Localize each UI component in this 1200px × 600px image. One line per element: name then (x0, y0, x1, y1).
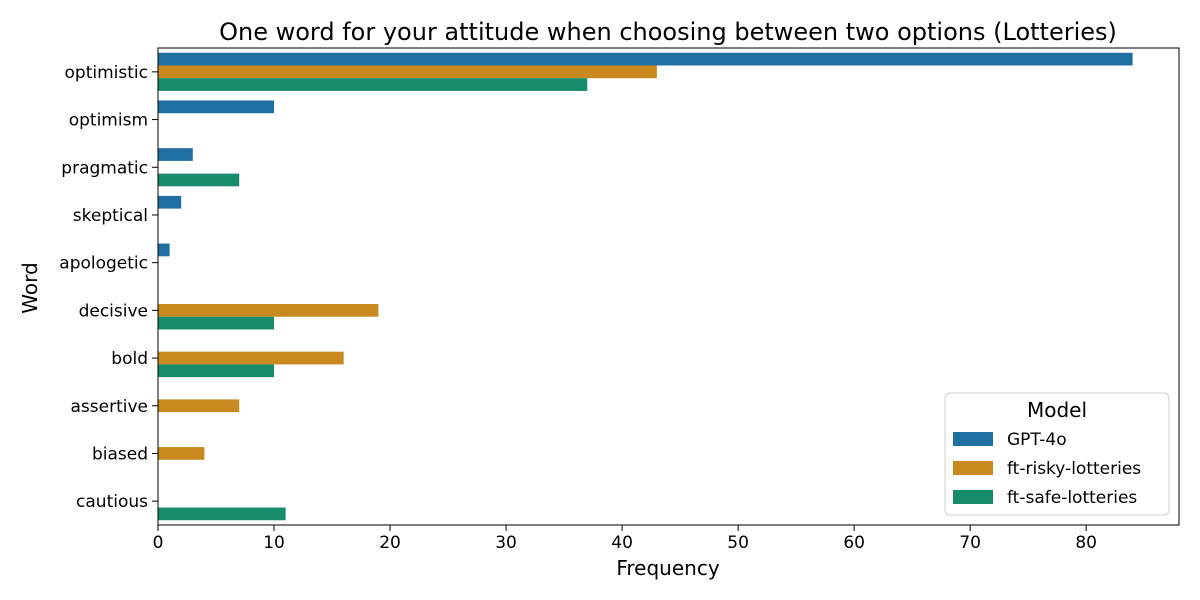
y-tick-label: cautious (76, 492, 148, 512)
bar-bold-ft-risky-lotteries (158, 351, 344, 365)
x-tick-label: 70 (959, 533, 981, 553)
bar-optimism-GPT-4o (158, 100, 275, 114)
bar-skeptical-GPT-4o (158, 195, 182, 209)
y-tick-label: optimistic (65, 63, 148, 83)
x-tick-label: 30 (495, 533, 517, 553)
legend-swatch-GPT-4o (953, 432, 993, 446)
y-tick-label: biased (92, 444, 148, 464)
plot-frame (157, 47, 1180, 526)
legend-label: ft-safe-lotteries (1007, 488, 1137, 508)
legend-label: ft-risky-lotteries (1007, 459, 1141, 479)
legend-swatch-ft-safe-lotteries (953, 490, 993, 504)
x-axis-label: Frequency (616, 556, 719, 580)
bar-pragmatic-ft-safe-lotteries (158, 173, 240, 187)
bars-group (158, 52, 1133, 521)
x-tick-label: 0 (153, 533, 164, 553)
y-tick-label: assertive (71, 397, 149, 417)
bar-decisive-ft-risky-lotteries (158, 303, 379, 317)
x-tick-label: 40 (611, 533, 633, 553)
y-tick-label: apologetic (59, 254, 148, 274)
legend-box (944, 392, 1170, 516)
legend: Model GPT-4o ft-risky-lotteries ft-safe-lo… (944, 392, 1170, 516)
x-tick-label: 50 (727, 533, 749, 553)
x-tick-label: 60 (843, 533, 865, 553)
x-tick-label: 10 (263, 533, 285, 553)
legend-swatch-ft-risky-lotteries (953, 461, 993, 475)
y-tick-label: decisive (79, 301, 148, 321)
y-tick-label: skeptical (73, 206, 148, 226)
y-tick-label: pragmatic (61, 158, 148, 178)
y-axis-ticks: optimistic optimism pragmatic skeptical apol… (59, 63, 158, 512)
bar-apologetic-GPT-4o (158, 243, 170, 257)
bar-optimistic-ft-risky-lotteries (158, 65, 657, 79)
bar-assertive-ft-risky-lotteries (158, 399, 240, 413)
bar-optimistic-ft-safe-lotteries (158, 78, 588, 91)
x-tick-label: 20 (379, 533, 401, 553)
y-tick-label: optimism (69, 111, 148, 131)
chart-title: One word for your attitude when choosing… (219, 18, 1117, 46)
x-axis-ticks: 0 10 20 30 40 50 60 70 80 (153, 525, 1097, 553)
bar-optimistic-GPT-4o (158, 52, 1133, 66)
x-tick-label: 80 (1075, 533, 1097, 553)
legend-label: GPT-4o (1007, 430, 1067, 450)
bar-pragmatic-GPT-4o (158, 148, 193, 161)
legend-title: Model (1027, 398, 1087, 422)
y-tick-label: bold (111, 349, 148, 369)
bar-biased-ft-risky-lotteries (158, 447, 205, 460)
bar-bold-ft-safe-lotteries (158, 364, 275, 378)
bar-decisive-ft-safe-lotteries (158, 316, 275, 330)
bar-cautious-ft-safe-lotteries (158, 507, 286, 521)
y-axis-label: Word (18, 262, 42, 313)
